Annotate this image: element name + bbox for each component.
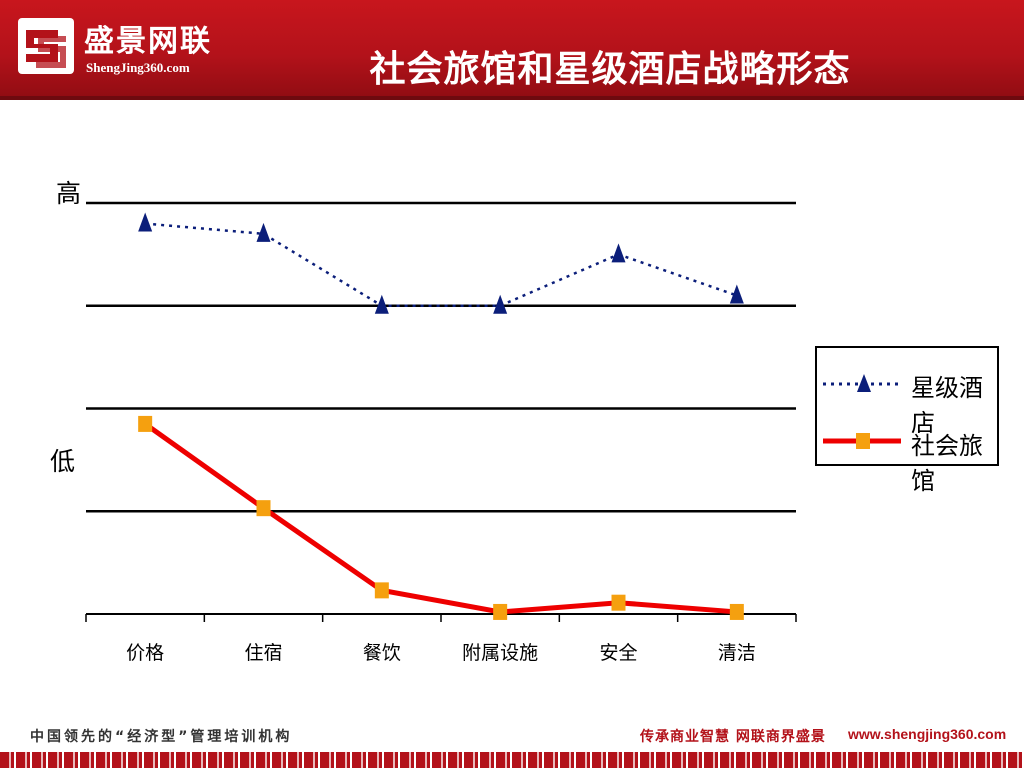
decorative-border (0, 752, 1024, 768)
x-tick-label-0: 价格 (126, 642, 164, 664)
x-tick-label-1: 住宿 (244, 642, 282, 664)
chart-legend: 星级酒店 社会旅馆 (815, 346, 999, 495)
series-0-point-3 (493, 294, 508, 314)
logo-url: ShengJing360.com (86, 60, 190, 75)
x-tick-label-3: 附属设施 (462, 642, 538, 664)
series-0-point-2 (374, 294, 389, 314)
header-banner: 盛景网联 ShengJing360.com 社会旅馆和星级酒店战略形态 (0, 0, 1024, 100)
y-label-high: 高 (56, 179, 81, 208)
footer-motto: 传承商业智慧 网联商界盛景 (640, 729, 826, 745)
x-tick-label-5: 清洁 (718, 642, 756, 664)
series-1-point-5 (729, 603, 744, 620)
line-chart: 价格 住宿 餐饮 附属设施 安全 清洁 高低 (50, 179, 797, 664)
legend-square-marker (856, 433, 870, 449)
series-1-point-4 (611, 594, 626, 611)
series-1-point-0 (138, 415, 153, 432)
logo-name: 盛景网联 (84, 24, 212, 59)
legend-label-star-hotel: 星级酒店 (911, 374, 983, 437)
footer-slogan: 中国领先的“经济型”管理培训机构 (30, 729, 293, 745)
series-0-point-4 (611, 243, 626, 263)
y-label-low: 低 (50, 447, 75, 476)
x-tick-label-4: 安全 (599, 642, 637, 664)
series-0-point-1 (256, 222, 271, 242)
logo-icon (18, 18, 74, 74)
footer-url: www.shengjing360.com (848, 726, 1007, 742)
legend-label-social-inn: 社会旅馆 (911, 432, 983, 495)
x-tick-label-2: 餐饮 (363, 642, 401, 664)
series-line-0 (145, 222, 738, 307)
series-line-1 (143, 421, 738, 615)
series-1-point-1 (256, 500, 271, 517)
series-1-point-2 (374, 582, 389, 599)
series-0-point-5 (729, 284, 744, 304)
series-0-point-0 (138, 212, 153, 232)
series-1-point-3 (493, 603, 508, 620)
page-title: 社会旅馆和星级酒店战略形态 (369, 49, 851, 90)
legend-triangle-marker (857, 374, 871, 392)
